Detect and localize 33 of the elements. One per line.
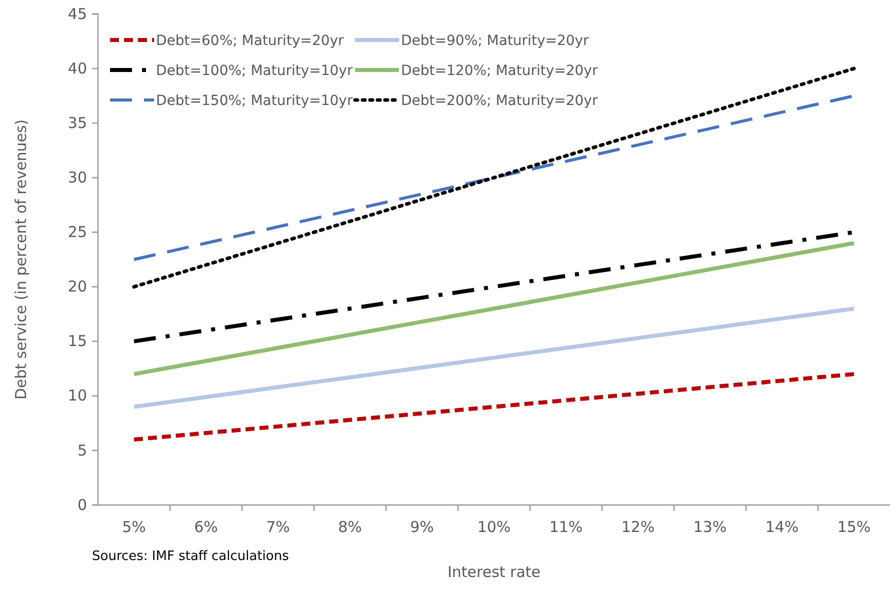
legend-label: Debt=150%; Maturity=10yr (156, 93, 353, 109)
x-tick-label: 13% (693, 518, 727, 536)
x-tick-label: 15% (837, 518, 871, 536)
y-tick-label: 20 (68, 278, 87, 296)
y-tick-label: 35 (68, 114, 87, 132)
y-tick-label: 25 (68, 223, 87, 242)
line-series (132, 241, 856, 376)
line-series (132, 372, 856, 442)
x-tick-label: 9% (410, 518, 434, 536)
x-tick-label: 14% (765, 518, 799, 536)
y-tick-label: 15 (68, 332, 87, 350)
y-tick-label: 40 (68, 59, 87, 78)
x-tick-label: 7% (266, 518, 290, 536)
y-axis-title: Debt service (in percent of revenues) (12, 119, 30, 400)
legend-label: Debt=60%; Maturity=20yr (156, 33, 344, 49)
legend-label: Debt=100%; Maturity=10yr (156, 63, 353, 79)
source-note: Sources: IMF staff calculations (92, 549, 290, 564)
y-tick-label: 30 (68, 168, 87, 186)
x-tick-label: 5% (122, 518, 146, 536)
line-series (132, 306, 856, 409)
legend-label: Debt=90%; Maturity=20yr (401, 33, 590, 49)
x-tick-label: 6% (194, 518, 218, 536)
x-tick-label: 8% (338, 518, 362, 536)
legend-label: Debt=200%; Maturity=20yr (401, 93, 598, 109)
x-tick-label: 12% (621, 518, 655, 536)
x-tick-label: 11% (549, 518, 583, 536)
y-tick-label: 5 (77, 441, 87, 460)
x-axis-title: Interest rate (447, 563, 541, 581)
legend-label: Debt=120%; Maturity=20yr (401, 63, 598, 79)
y-tick-label: 10 (68, 386, 87, 405)
y-tick-label: 45 (68, 4, 87, 23)
x-tick-label: 10% (477, 518, 511, 536)
y-tick-label: 0 (77, 496, 87, 514)
